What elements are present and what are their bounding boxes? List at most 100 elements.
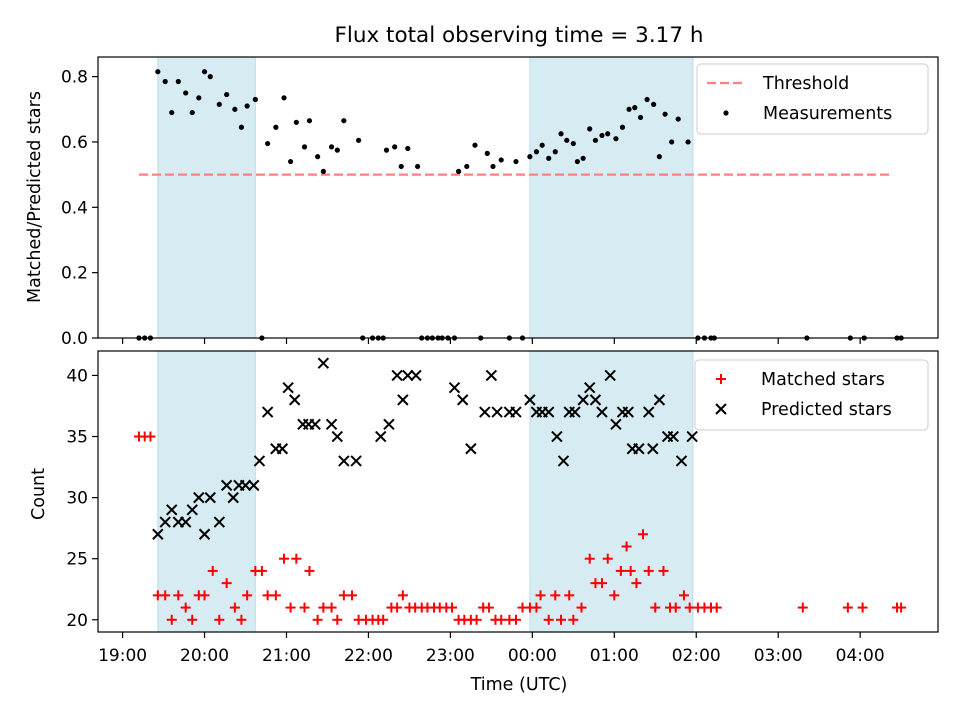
matched-stars-point [842, 602, 853, 613]
matched-stars-point [378, 614, 389, 625]
matched-stars-point [621, 541, 632, 552]
matched-stars-point [597, 578, 607, 589]
predicted-stars-stroke-b [604, 369, 616, 382]
predicted-stars-stroke-b [448, 381, 461, 394]
measurement-point [464, 163, 470, 170]
matched-stars-point [643, 565, 654, 576]
matched-stars-point [615, 565, 626, 576]
matched-stars-point [270, 590, 281, 601]
measurement-point [328, 144, 335, 150]
predicted-stars-stroke-b [193, 491, 205, 504]
measurement-point [637, 114, 644, 121]
predicted-stars-point [397, 394, 409, 406]
predicted-stars-stroke-b [584, 381, 596, 394]
shaded-interval [157, 56, 256, 339]
predicted-stars-point [524, 394, 536, 406]
matched-stars-point [173, 590, 184, 601]
x-tick-label: 22:00 [344, 646, 393, 666]
x-tick-label: 20:00 [180, 646, 229, 666]
predicted-stars-point [338, 455, 350, 467]
predicted-stars-point [491, 406, 503, 418]
measurement-point [356, 137, 362, 143]
x-tick-label: 03:00 [754, 646, 803, 666]
measurement-point [675, 116, 681, 122]
predicted-stars-stroke-b [686, 430, 698, 443]
measurement-point [293, 119, 299, 125]
predicted-stars-stroke-b [309, 418, 321, 431]
measurement-point [484, 150, 490, 156]
measurement-point [315, 154, 321, 160]
matched-stars-point [236, 614, 247, 625]
predicted-stars-stroke-b [465, 443, 477, 455]
y-tick-label: 30 [66, 489, 88, 509]
measurement-point [273, 124, 279, 130]
matched-stars-point [187, 614, 198, 625]
predicted-stars-stroke-b [186, 504, 198, 516]
predicted-stars-stroke-b [338, 455, 350, 467]
predicted-stars-point [350, 455, 362, 467]
predicted-stars-point [610, 418, 622, 431]
measurement-point [216, 101, 222, 107]
matched-stars-point [678, 590, 689, 601]
predicted-stars-point [213, 516, 225, 528]
measurement-point [169, 109, 175, 116]
predicted-stars-stroke-b [282, 381, 294, 394]
predicted-stars-point [152, 528, 164, 540]
predicted-stars-stroke-b [383, 418, 395, 431]
predicted-stars-stroke-b [213, 516, 225, 528]
predicted-stars-stroke-b [239, 479, 252, 492]
predicted-stars-stroke-b [479, 406, 491, 418]
predicted-stars-stroke-b [551, 430, 563, 443]
matched-stars-point [543, 614, 554, 625]
measurement-point [580, 155, 586, 161]
legend: Threshold Measurements [696, 63, 929, 135]
bottom-panel: 20 25 30 35 40 19:00 20:00 21:00 22:00 23:00 00:00… [66, 350, 939, 666]
matched-stars-point [625, 565, 636, 576]
matched-stars-point [285, 602, 296, 613]
predicted-stars-point [465, 443, 477, 455]
predicted-stars-stroke-b [325, 418, 338, 431]
predicted-stars-point [653, 394, 666, 406]
predicted-stars-stroke-b [166, 504, 178, 516]
predicted-stars-point [569, 406, 581, 418]
matched-stars-point [145, 431, 156, 442]
matched-stars-point [229, 602, 240, 613]
matched-stars-point [564, 590, 575, 601]
predicted-stars-point [186, 504, 198, 516]
measurement-point [224, 91, 230, 98]
predicted-stars-stroke-b [410, 369, 422, 382]
predicted-stars-stroke-b [375, 430, 387, 443]
axes-frame [97, 56, 939, 339]
matched-stars-point [207, 565, 218, 576]
predicted-stars-point [589, 394, 602, 406]
predicted-stars-point [643, 406, 655, 418]
predicted-stars-point [686, 430, 698, 443]
predicted-stars-stroke-b [152, 528, 164, 540]
predicted-stars-stroke-b [276, 443, 289, 455]
measurement-point [662, 111, 668, 117]
predicted-stars-stroke-b [179, 516, 192, 528]
predicted-stars-point [325, 418, 338, 431]
matched-stars-point [896, 602, 907, 613]
predicted-stars-stroke-b [391, 369, 403, 382]
measurement-point [155, 69, 161, 75]
matched-stars-point [637, 529, 648, 540]
predicted-stars-stroke-b [261, 406, 274, 418]
matched-stars-point [556, 614, 567, 625]
matched-stars-point [397, 590, 408, 601]
predicted-stars-stroke-b [485, 369, 498, 382]
predicted-stars-point [402, 369, 414, 382]
predicted-stars-point [248, 479, 260, 492]
predicted-stars-stroke-b [253, 455, 266, 467]
x-axis-label: Time (UTC) [470, 675, 568, 695]
predicted-stars-stroke-b [633, 443, 645, 455]
measurement-point [619, 124, 626, 130]
predicted-stars-stroke-b [456, 394, 469, 406]
measurement-point [490, 163, 496, 170]
predicted-stars-point [596, 406, 608, 418]
x-tick-label: 04:00 [836, 646, 885, 666]
measurement-point [201, 69, 208, 75]
predicted-stars-stroke-b [402, 369, 414, 382]
matched-stars-point [797, 602, 808, 613]
matched-stars-point [347, 590, 358, 601]
